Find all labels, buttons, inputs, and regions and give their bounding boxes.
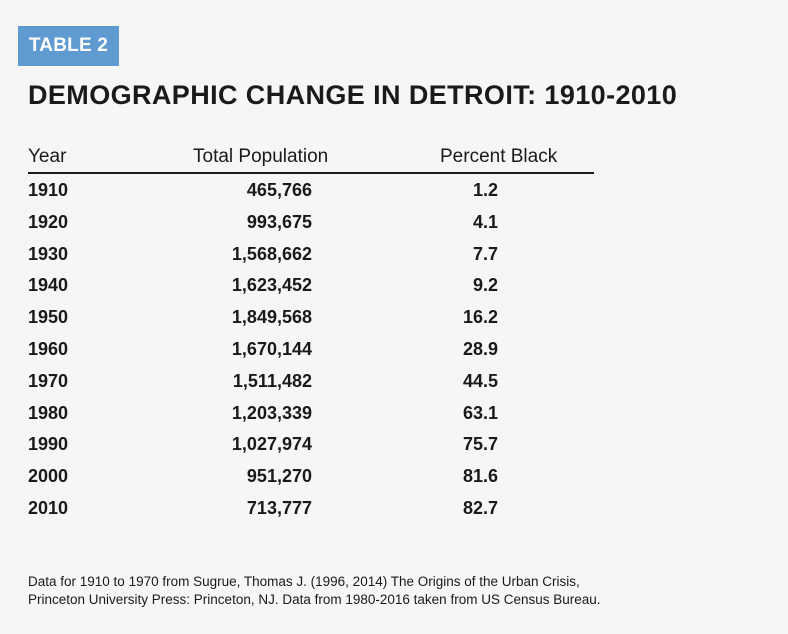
cell-population: 1,670,144 bbox=[231, 338, 312, 359]
table-row: 1910 465,766 1.2 bbox=[28, 175, 594, 207]
cell-year: 1910 bbox=[28, 180, 69, 200]
cell-percent-black: 4.1 bbox=[472, 211, 498, 232]
cell-population: 1,203,339 bbox=[231, 402, 312, 423]
cell-year: 2000 bbox=[28, 466, 69, 487]
cell-year: 2010 bbox=[28, 497, 69, 518]
cell-year: 1970 bbox=[28, 370, 69, 391]
source-note: Data for 1910 to 1970 from Sugrue, Thoma… bbox=[28, 573, 748, 609]
table-body: 1910 465,766 1.2 1920 993,675 4.1 1930 1… bbox=[28, 175, 594, 525]
cell-population: 993,675 bbox=[246, 211, 312, 232]
source-note-line-1: Data for 1910 to 1970 from Sugrue, Thoma… bbox=[28, 574, 580, 589]
table-row: 1960 1,670,144 28.9 bbox=[28, 334, 594, 366]
table-row: 1990 1,027,974 75.7 bbox=[28, 429, 594, 461]
cell-population: 951,270 bbox=[246, 466, 312, 487]
cell-population: 1,511,482 bbox=[232, 370, 312, 391]
cell-population: 1,027,974 bbox=[231, 434, 312, 455]
cell-year: 1930 bbox=[28, 243, 69, 264]
cell-year: 1990 bbox=[28, 434, 69, 455]
cell-population: 713,777 bbox=[246, 497, 312, 518]
cell-population: 1,849,568 bbox=[231, 307, 312, 328]
table-row: 1980 1,203,339 63.1 bbox=[28, 398, 594, 430]
table-row: 1950 1,849,568 16.2 bbox=[28, 302, 594, 334]
table-number-badge: TABLE 2 bbox=[18, 26, 119, 66]
table-row: 1970 1,511,482 44.5 bbox=[28, 366, 594, 398]
table-row: 1920 993,675 4.1 bbox=[28, 207, 594, 239]
cell-population: 1,623,452 bbox=[231, 275, 312, 296]
table-row: 1940 1,623,452 9.2 bbox=[28, 270, 594, 302]
cell-percent-black: 82.7 bbox=[462, 497, 498, 518]
page-title: DEMOGRAPHIC CHANGE IN DETROIT: 1910-2010 bbox=[28, 80, 678, 110]
table-row: 1930 1,568,662 7.7 bbox=[28, 239, 594, 271]
cell-year: 1940 bbox=[28, 275, 69, 296]
column-header-percent-black: Percent Black bbox=[440, 146, 558, 167]
cell-percent-black: 81.6 bbox=[462, 466, 498, 487]
table-header: Year Total Population Percent Black bbox=[28, 146, 594, 172]
table-row: 2010 713,777 82.7 bbox=[28, 493, 594, 525]
cell-percent-black: 1.2 bbox=[472, 180, 498, 200]
cell-percent-black: 7.7 bbox=[472, 243, 498, 264]
cell-percent-black: 16.2 bbox=[462, 307, 498, 328]
cell-population: 1,568,662 bbox=[231, 243, 312, 264]
source-note-line-2: Princeton University Press: Princeton, N… bbox=[28, 592, 601, 607]
cell-year: 1960 bbox=[28, 338, 69, 359]
column-header-year: Year bbox=[28, 146, 67, 167]
cell-population: 465,766 bbox=[246, 180, 312, 200]
cell-percent-black: 44.5 bbox=[462, 370, 498, 391]
header-divider bbox=[28, 172, 594, 174]
cell-percent-black: 28.9 bbox=[462, 338, 498, 359]
cell-percent-black: 63.1 bbox=[462, 402, 498, 423]
column-header-population: Total Population bbox=[193, 146, 329, 167]
cell-year: 1980 bbox=[28, 402, 69, 423]
table-row: 2000 951,270 81.6 bbox=[28, 461, 594, 493]
cell-year: 1950 bbox=[28, 307, 69, 328]
cell-percent-black: 9.2 bbox=[472, 275, 498, 296]
cell-year: 1920 bbox=[28, 211, 69, 232]
cell-percent-black: 75.7 bbox=[462, 434, 498, 455]
